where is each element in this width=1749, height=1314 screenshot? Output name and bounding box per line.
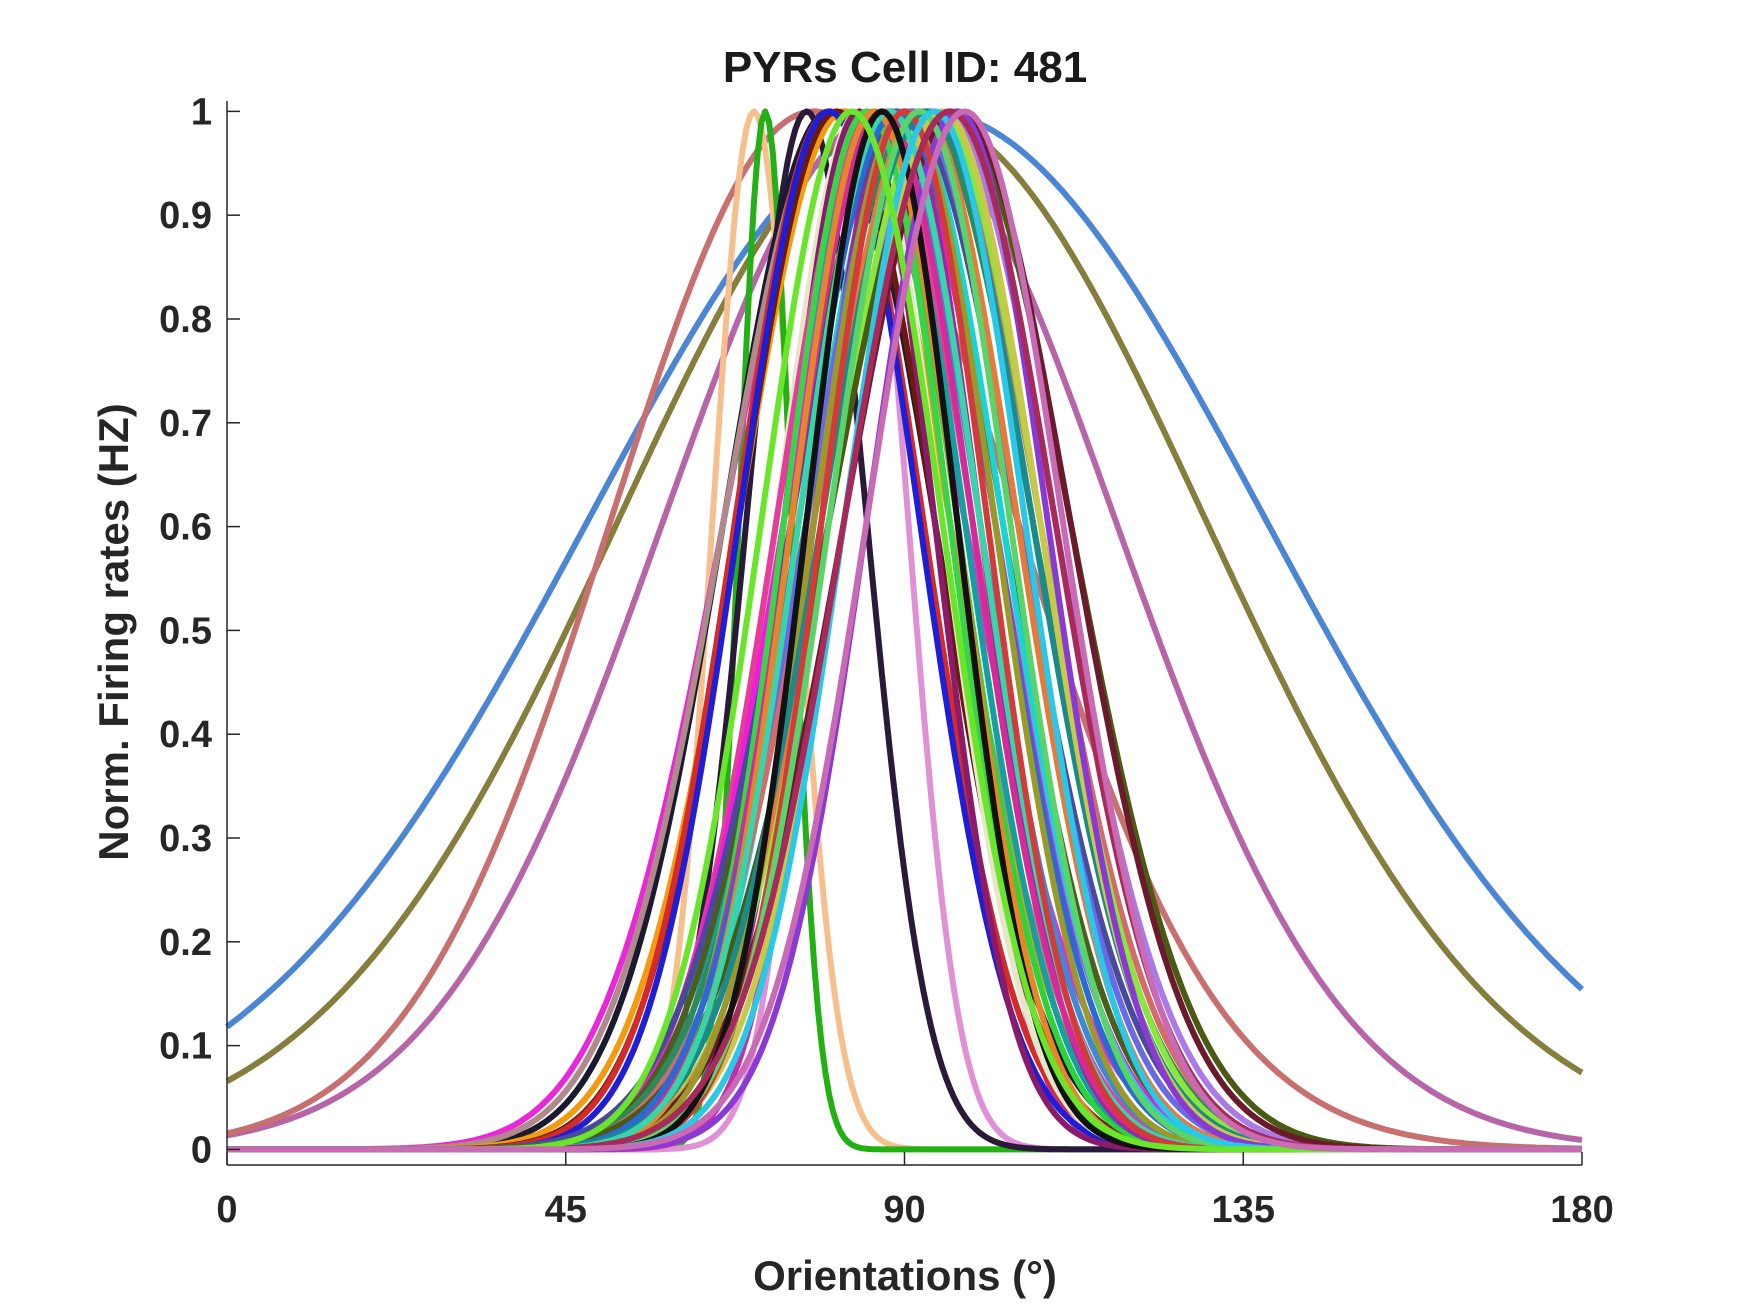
- series-line-52: [227, 108, 1582, 1153]
- y-tick-label: 1: [191, 91, 212, 133]
- series-curves: [225, 108, 1585, 1153]
- x-tick-label: 45: [545, 1189, 587, 1231]
- y-tick-label: 0.6: [159, 507, 212, 549]
- y-tick-label: 0.1: [159, 1026, 212, 1068]
- y-tick-label: 0.5: [159, 610, 212, 652]
- x-tick-label: 90: [883, 1189, 925, 1231]
- x-tick-label: 0: [216, 1189, 237, 1231]
- x-tick-label: 135: [1212, 1189, 1275, 1231]
- y-ticks: 0 0.1 0.2 0.3 0.4 0.5 0.6 0.7 0.8 0.9 1: [159, 91, 240, 1171]
- y-tick-label: 0.8: [159, 299, 212, 341]
- x-tick-label: 180: [1550, 1189, 1613, 1231]
- y-tick-label: 0.9: [159, 195, 212, 237]
- y-tick-label: 0.3: [159, 818, 212, 860]
- series-line-53: [227, 108, 1582, 1153]
- y-tick-label: 0: [191, 1129, 212, 1171]
- y-tick-label: 0.7: [159, 403, 212, 445]
- y-tick-label: 0.4: [159, 714, 212, 756]
- y-tick-label: 0.2: [159, 922, 212, 964]
- x-ticks: 0 45 90 135 180: [216, 1152, 1614, 1231]
- chart-title: PYRs Cell ID: 481: [723, 43, 1087, 92]
- y-axis-label: Norm. Firing rates (HZ): [90, 403, 137, 860]
- x-axis-label: Orientations (°): [753, 1252, 1057, 1299]
